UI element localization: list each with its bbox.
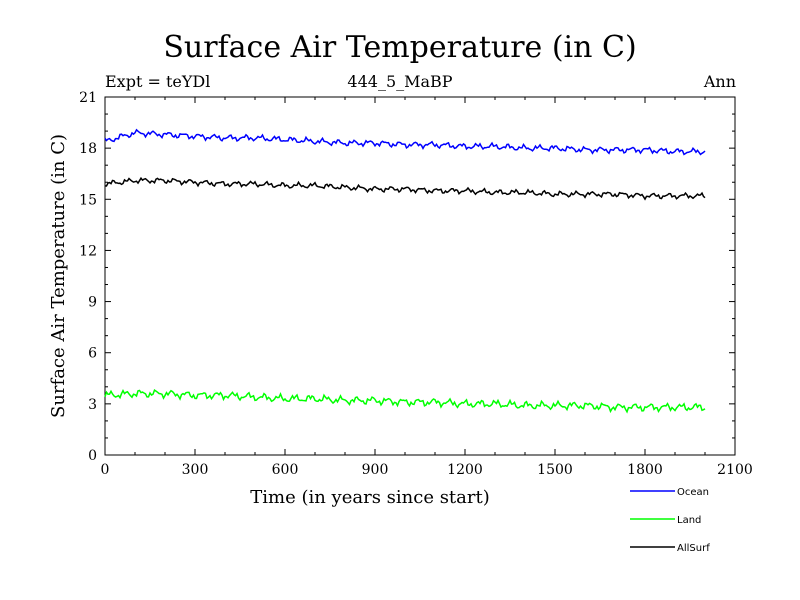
y-tick-label: 6 (88, 346, 97, 362)
x-tick-label: 0 (101, 462, 110, 478)
chart-subtitle: 444_5_MaBP (347, 72, 453, 91)
legend-label-allsurf: AllSurf (677, 543, 710, 554)
chart-title: Surface Air Temperature (in C) (163, 30, 637, 65)
x-tick-label: 600 (272, 462, 299, 478)
y-tick-label: 0 (88, 448, 97, 464)
expt-label: Expt = teYDl (105, 72, 211, 91)
series-line-allsurf (104, 176, 706, 201)
y-axis-label: Surface Air Temperature (in C) (48, 134, 69, 418)
series-line-land (104, 388, 706, 414)
y-tick-label: 21 (79, 90, 97, 106)
y-tick-label: 15 (79, 192, 97, 208)
plot-frame (104, 96, 736, 456)
y-tick-label: 9 (88, 295, 97, 311)
x-tick-label: 2100 (717, 462, 753, 478)
period-label: Ann (703, 72, 736, 91)
legend-label-ocean: Ocean (677, 487, 709, 498)
y-tick-label: 12 (79, 243, 97, 259)
x-tick-label: 1800 (627, 462, 663, 478)
legend-label-land: Land (677, 515, 701, 526)
y-tick-label: 18 (79, 141, 97, 157)
x-tick-label: 1500 (537, 462, 573, 478)
y-tick-label: 3 (88, 397, 97, 413)
x-tick-label: 300 (182, 462, 209, 478)
x-tick-label: 1200 (447, 462, 483, 478)
x-axis-label: Time (in years since start) (250, 487, 490, 508)
series-line-ocean (104, 128, 706, 156)
x-tick-label: 900 (362, 462, 389, 478)
